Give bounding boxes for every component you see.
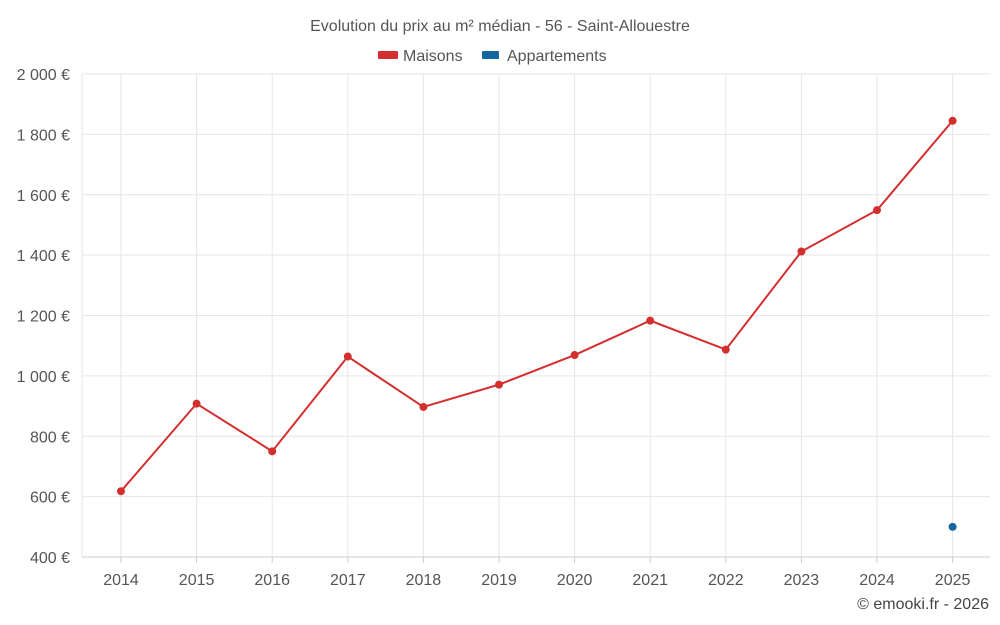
y-tick-label: 1 600 € (17, 188, 70, 205)
data-point-maisons[interactable] (268, 447, 277, 456)
axes: 400 € 600 € 800 € 1 000 € 1 200 € 1 400 € 1 60… (17, 67, 990, 589)
data-point-maisons[interactable] (873, 206, 881, 215)
legend-swatch-appartements (482, 51, 499, 59)
data-point-maisons[interactable] (797, 247, 806, 256)
x-tick-label: 2019 (481, 572, 517, 589)
y-tick-label: 1 000 € (17, 369, 70, 386)
data-point-maisons[interactable] (721, 345, 730, 354)
y-tick-label: 1 200 € (17, 309, 70, 326)
x-tick-label: 2021 (632, 572, 668, 589)
data-point-maisons[interactable] (570, 351, 579, 360)
y-tick-label: 1 400 € (17, 248, 70, 265)
x-tick-label: 2015 (179, 572, 215, 589)
grid (82, 73, 990, 557)
legend-swatch-maisons (378, 51, 398, 59)
legend-label-appartements: Appartements (507, 48, 607, 65)
data-point-maisons[interactable] (646, 316, 655, 325)
y-tick-label: 800 € (30, 429, 70, 446)
data-point-maisons[interactable] (495, 380, 503, 389)
legend-item-maisons[interactable]: Maisons (378, 48, 463, 65)
data-point-maisons[interactable] (419, 402, 428, 411)
legend-label-maisons: Maisons (403, 48, 463, 65)
x-tick-label: 2020 (557, 572, 593, 589)
y-tick-label: 1 800 € (17, 127, 70, 144)
data-point-appartements[interactable] (948, 522, 957, 531)
y-tick-label: 400 € (30, 550, 70, 567)
data-point-maisons[interactable] (117, 487, 125, 496)
credit-text: © emooki.fr - 2026 (857, 596, 989, 613)
y-tick-label: 600 € (30, 490, 70, 507)
legend: Maisons Appartements (378, 48, 607, 65)
data-point-maisons[interactable] (343, 352, 352, 361)
x-tick-label: 2023 (784, 572, 820, 589)
x-tick-label: 2018 (406, 572, 442, 589)
x-tick-label: 2016 (254, 572, 290, 589)
data-point-maisons[interactable] (192, 399, 201, 408)
x-tick-label: 2025 (935, 572, 971, 589)
data-point-maisons[interactable] (948, 116, 957, 125)
x-tick-label: 2024 (859, 572, 895, 589)
chart-title: Evolution du prix au m² médian - 56 - Sa… (310, 18, 690, 35)
legend-item-appartements[interactable]: Appartements (482, 48, 607, 65)
x-tick-label: 2017 (330, 572, 366, 589)
x-tick-label: 2014 (103, 572, 139, 589)
series (117, 116, 957, 531)
x-tick-label: 2022 (708, 572, 744, 589)
y-tick-label: 2 000 € (17, 67, 70, 84)
series-line-maisons (120, 120, 954, 492)
